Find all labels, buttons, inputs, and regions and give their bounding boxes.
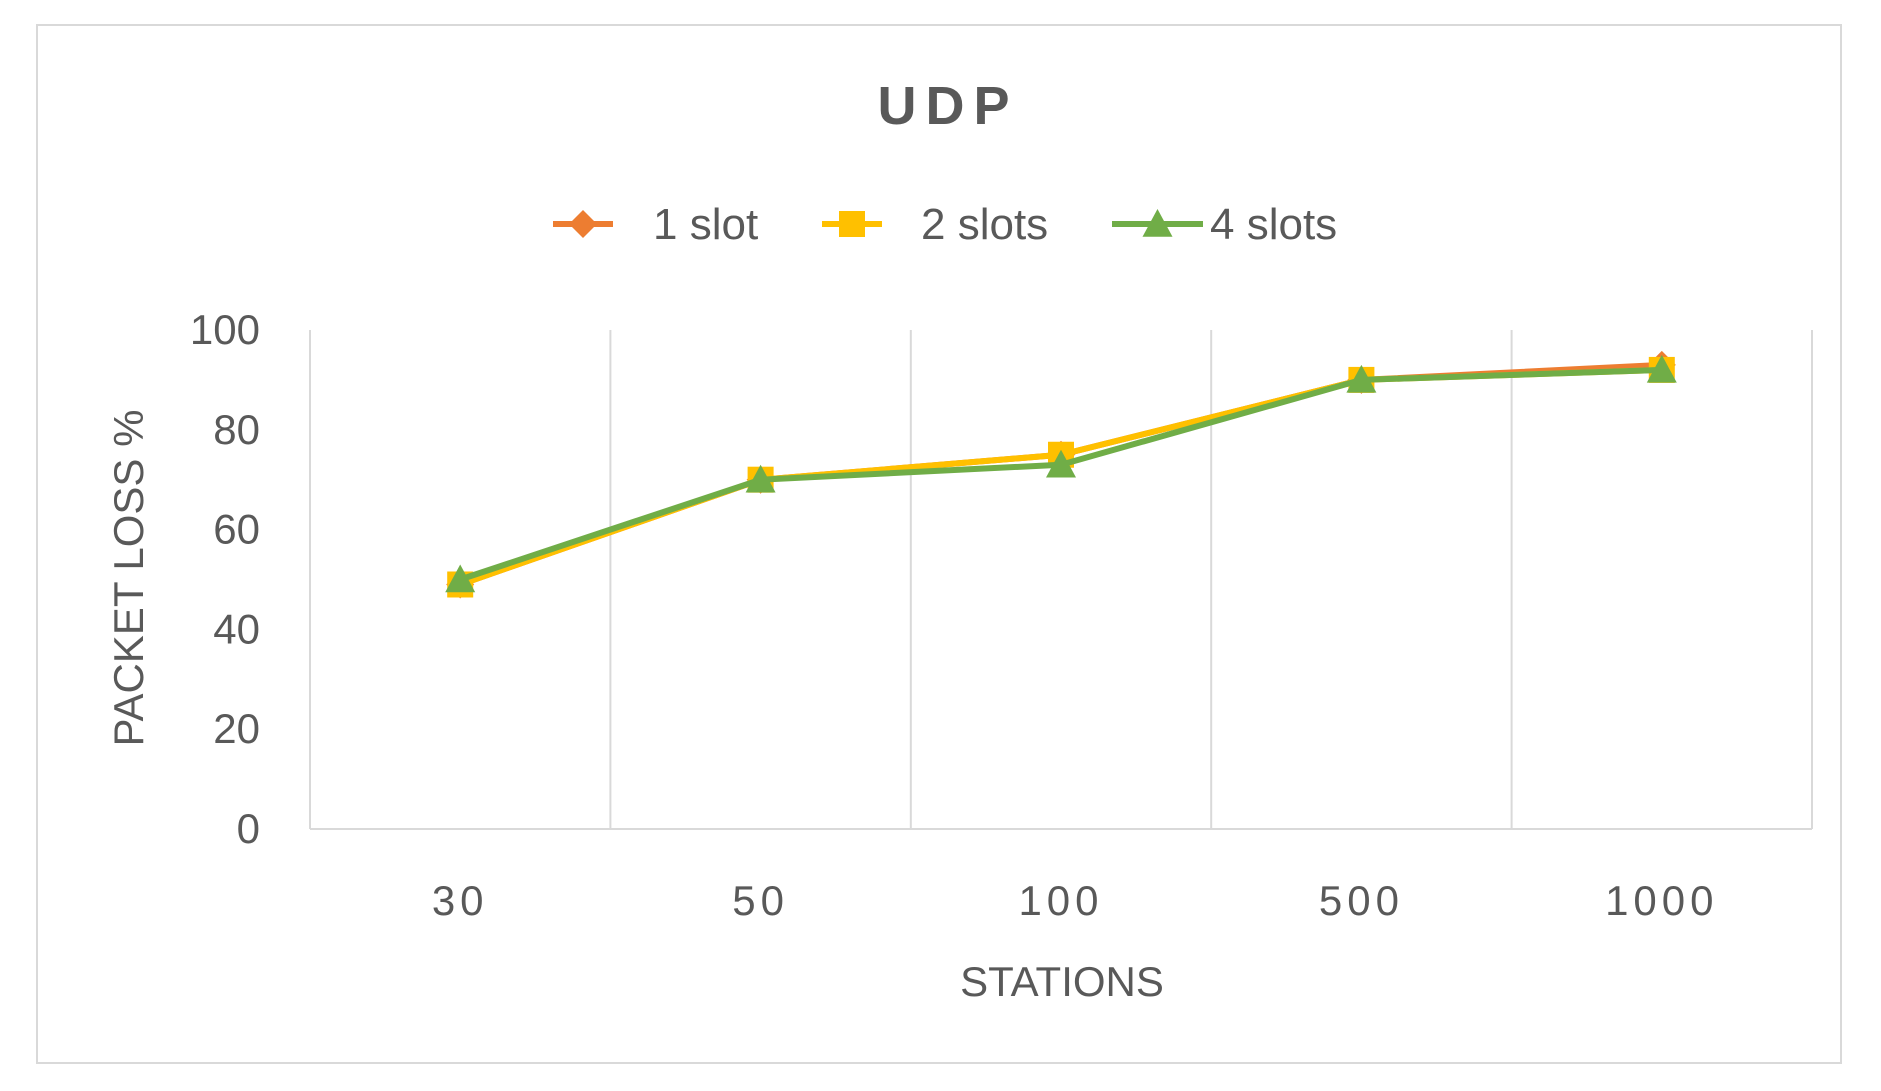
x-axis-ticks: 30 50 100 500 1000	[432, 877, 1718, 924]
y-axis-ticks: 0 20 40 60 80 100	[190, 306, 260, 852]
legend-label: 2 slots	[921, 200, 1048, 249]
legend-triangle-marker	[1142, 209, 1173, 237]
x-axis-title: STATIONS	[960, 958, 1164, 1005]
chart-title: UDP	[877, 76, 1018, 136]
legend-item: 4 slots	[1112, 200, 1337, 249]
triangle-marker	[445, 564, 476, 593]
x-tick-label: 1000	[1605, 877, 1718, 924]
legend: 1 slot 2 slots 4 slots	[553, 200, 1337, 249]
y-tick-label: 80	[213, 406, 260, 453]
y-axis-title: PACKET LOSS %	[105, 410, 152, 747]
series-group	[445, 350, 1677, 599]
x-tick-label: 30	[432, 877, 489, 924]
y-tick-label: 40	[213, 605, 260, 652]
legend-diamond-marker	[569, 210, 597, 238]
x-tick-label: 500	[1319, 877, 1404, 924]
legend-item: 2 slots	[822, 200, 1048, 249]
triangle-marker	[1346, 364, 1377, 393]
legend-label: 1 slot	[653, 200, 758, 249]
y-tick-label: 100	[190, 306, 260, 353]
triangle-marker	[1046, 449, 1076, 478]
chart-frame	[36, 24, 1842, 1064]
legend-item: 1 slot	[553, 200, 758, 249]
legend-label: 4 slots	[1210, 200, 1337, 249]
triangle-marker	[1646, 354, 1677, 383]
gridlines	[309, 330, 1813, 830]
x-tick-label: 50	[732, 877, 789, 924]
series-4-slots	[445, 354, 1677, 593]
legend-square-marker	[839, 211, 865, 237]
triangle-marker	[745, 464, 776, 493]
y-tick-label: 60	[213, 506, 260, 553]
y-tick-label: 0	[237, 805, 260, 852]
y-tick-label: 20	[213, 705, 260, 752]
x-tick-label: 100	[1018, 877, 1103, 924]
